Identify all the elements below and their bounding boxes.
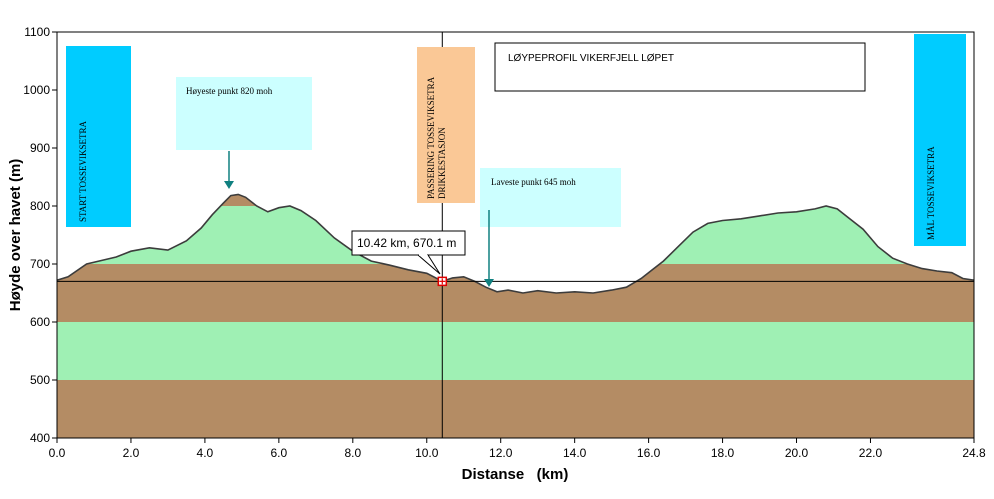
lowest-point-callout-box <box>480 168 621 227</box>
x-tick-label: 12.0 <box>489 446 513 460</box>
x-tick-label: 6.0 <box>271 446 288 460</box>
y-tick-label: 400 <box>30 431 50 445</box>
highest-point-arrowhead <box>224 181 234 189</box>
chart-title-box <box>494 42 866 92</box>
y-tick-label: 900 <box>30 141 50 155</box>
y-axis: 400 500 600 700 800 900 1000 1100 <box>23 25 57 445</box>
passing-marker-label-line1: PASSERING TOSSEVIKSETRA <box>426 76 436 199</box>
cursor-readout: 10.42 km, 670.1 m <box>351 230 466 275</box>
elevation-line <box>57 193 974 294</box>
x-tick-label: 16.0 <box>637 446 661 460</box>
background-band <box>57 380 974 438</box>
start-marker-label: START TOSSEVIKSETRA <box>78 120 88 222</box>
x-tick-label: 10.0 <box>415 446 439 460</box>
y-axis-title: Høyde over havet (m) <box>7 159 24 312</box>
cursor-marker[interactable] <box>437 276 448 287</box>
y-tick-label: 1000 <box>23 83 50 97</box>
y-tick-label: 600 <box>30 315 50 329</box>
x-axis-title: Distanse (km) <box>462 466 569 483</box>
lowest-point-arrowhead <box>484 279 494 287</box>
x-tick-label: 8.0 <box>344 446 361 460</box>
x-tick-label: 22.0 <box>859 446 883 460</box>
cursor-readout-box <box>351 230 466 256</box>
x-tick-label: 14.0 <box>563 446 587 460</box>
x-tick-label: 4.0 <box>197 446 214 460</box>
passing-marker-box <box>417 47 475 203</box>
cursor-readout-pointer <box>417 254 441 275</box>
y-tick-label: 1100 <box>24 25 50 39</box>
chart-title: LØYPEPROFIL VIKERFJELL LØPET <box>508 53 674 64</box>
y-tick-label: 500 <box>30 373 50 387</box>
start-marker-box <box>66 46 131 227</box>
highest-point-callout-box <box>176 77 312 150</box>
plot-frame <box>56 31 975 439</box>
x-axis: 0.0 2.0 4.0 6.0 8.0 10.0 12.0 14.0 16.0 18.0 20.0 2… <box>49 438 986 460</box>
cursor-readout-text: 10.42 km, 670.1 m <box>357 236 456 250</box>
y-tick-label: 800 <box>30 199 50 213</box>
finish-marker-box <box>914 34 966 246</box>
highest-point-callout-text: Høyeste punkt 820 moh <box>186 86 273 96</box>
x-tick-label: 0.0 <box>49 446 66 460</box>
passing-marker-label-line2: DRIKKESTASJON <box>437 127 447 199</box>
finish-marker-label: MÅL TOSSEVIKSETRA <box>926 146 936 240</box>
lowest-point-callout-text: Laveste punkt 645 moh <box>491 177 576 187</box>
x-tick-label: 18.0 <box>711 446 735 460</box>
y-tick-label: 700 <box>30 257 50 271</box>
x-tick-label: 20.0 <box>785 446 809 460</box>
x-tick-label: 2.0 <box>123 446 140 460</box>
background-band <box>57 322 974 380</box>
x-tick-label: 24.8 <box>962 446 986 460</box>
